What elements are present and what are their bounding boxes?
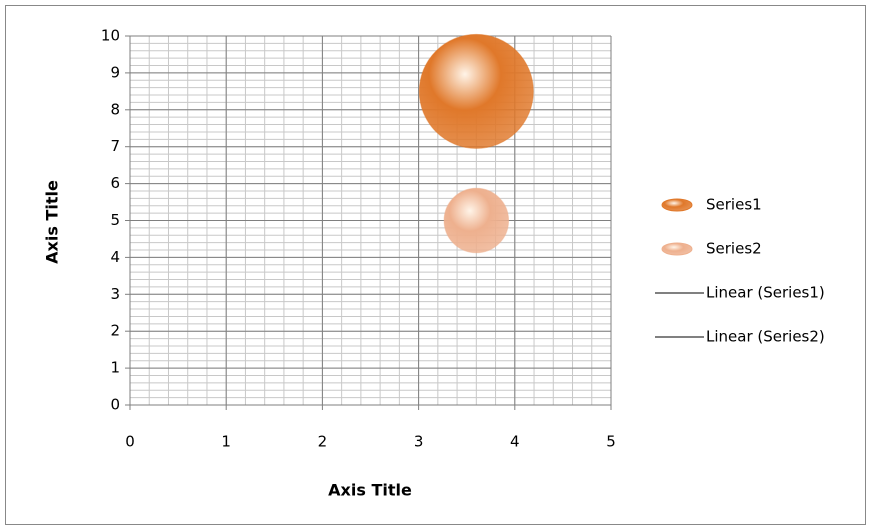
y-tick-label: 6 [110,174,120,192]
bubble [443,187,510,254]
y-tick-label: 1 [110,359,120,377]
legend-marker [661,198,693,212]
legend-label: Linear (Series1) [706,284,825,302]
legend-label: Series2 [706,240,762,258]
y-tick-label: 5 [110,211,120,229]
y-tick-label: 10 [101,27,120,45]
y-tick-label: 0 [110,396,120,414]
legend-label: Series1 [706,196,762,214]
y-axis-title: Axis Title [43,180,62,264]
legend-label: Linear (Series2) [706,328,825,346]
y-tick-label: 3 [110,285,120,303]
y-tick-label: 2 [110,322,120,340]
x-tick-label: 0 [125,433,135,451]
y-tick-label: 8 [110,100,120,118]
x-tick-label: 2 [318,433,328,451]
bubble [418,33,534,149]
x-axis-title: Axis Title [328,481,412,500]
x-tick-label: 3 [414,433,424,451]
y-tick-label: 7 [110,137,120,155]
x-tick-label: 1 [221,433,231,451]
y-tick-label: 9 [110,63,120,81]
y-tick-label: 4 [110,248,120,266]
x-tick-label: 4 [510,433,520,451]
x-tick-label: 5 [606,433,616,451]
legend-marker [661,242,693,256]
